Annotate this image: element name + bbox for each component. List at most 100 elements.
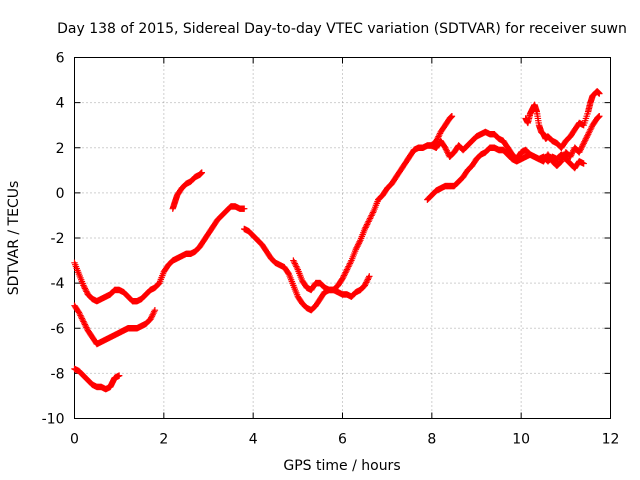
y-tick-label: -2 [51, 231, 65, 247]
y-tick-label: 4 [56, 96, 65, 112]
data-point-s1 [150, 310, 157, 317]
data-point-s4 [339, 275, 346, 282]
data-point-s1 [150, 308, 158, 315]
data-point-s2 [241, 205, 248, 212]
data-point-s2 [82, 286, 89, 294]
data-point-s4 [347, 258, 354, 266]
y-tick-label: 0 [56, 186, 65, 202]
data-point-s7 [436, 131, 443, 139]
x-tick-label: 6 [338, 432, 347, 448]
data-point-s4 [581, 138, 588, 145]
data-point-s4 [343, 267, 350, 275]
data-point-s4 [363, 221, 371, 228]
data-point-s4 [596, 112, 603, 120]
data-point-s4 [354, 241, 362, 248]
data-point-s4 [345, 263, 352, 270]
chart-title: Day 138 of 2015, Sidereal Day-to-day VTE… [57, 21, 627, 37]
data-point-s4 [352, 246, 360, 253]
data-point-s4 [584, 131, 592, 138]
data-point-s5 [366, 273, 373, 280]
data-point-s4 [344, 264, 351, 272]
data-point-s4 [353, 244, 360, 251]
data-point-s5 [293, 263, 300, 270]
data-point-s5 [364, 276, 372, 283]
data-point-s4 [442, 144, 449, 151]
data-point-s4 [569, 149, 576, 156]
x-tick-label: 8 [427, 432, 436, 448]
data-point-s4 [366, 215, 374, 222]
data-point-s7 [434, 134, 441, 142]
data-point-s4 [567, 153, 574, 160]
data-point-s5 [290, 258, 298, 266]
data-point-s4 [587, 126, 594, 133]
data-point-s1 [81, 321, 89, 328]
data-point-s4 [444, 149, 451, 156]
data-point-s4 [580, 140, 587, 147]
data-point-s2 [154, 281, 162, 288]
data-point-s4 [346, 261, 353, 269]
data-point-s4 [567, 152, 575, 159]
data-point-s7 [448, 112, 456, 120]
data-point-s2 [80, 283, 88, 291]
x-tick-labels: 0 2 4 6 8 10 12 [70, 432, 619, 448]
y-tick-label: 2 [56, 141, 65, 157]
data-point-s4 [342, 269, 349, 276]
data-point-s1 [82, 322, 89, 330]
data-point-s3 [198, 169, 205, 176]
data-point-s7 [435, 133, 442, 140]
x-tick-label: 0 [70, 432, 79, 448]
y-axis-label: SDTVAR / TECUs [6, 181, 22, 296]
data-point-s4 [586, 128, 593, 135]
data-point-s4 [356, 238, 363, 245]
data-point-s5 [293, 264, 301, 272]
data-point-s2 [80, 282, 87, 289]
data-point-s4 [284, 269, 292, 277]
data-point-s1 [78, 313, 85, 321]
data-point-s1 [147, 314, 155, 321]
data-point-s4 [576, 147, 584, 154]
x-axis-label: GPS time / hours [283, 458, 400, 474]
y-tick-label: -4 [51, 276, 65, 292]
data-point-s1 [80, 319, 88, 327]
data-point-s4 [340, 273, 347, 281]
data-point-s8 [596, 90, 603, 97]
data-point-s4 [577, 146, 584, 153]
y-tick-label: -6 [51, 321, 65, 337]
data-point-s4 [341, 270, 348, 278]
data-point-s5 [363, 279, 370, 286]
data-point-s2 [83, 288, 90, 295]
data-point-s6 [580, 160, 587, 167]
data-point-s4 [578, 144, 585, 151]
data-point-s4 [361, 225, 369, 233]
data-point-s1 [80, 318, 87, 325]
data-point-s4 [363, 222, 370, 230]
data-point-s5 [292, 261, 299, 269]
data-point-s1 [75, 309, 83, 316]
data-point-s4 [443, 147, 450, 154]
data-point-s4 [579, 141, 587, 148]
data-point-s1 [147, 316, 154, 323]
x-tick-label: 2 [159, 432, 168, 448]
data-point-s7 [433, 137, 440, 145]
data-point-s4 [365, 218, 372, 225]
data-point-s4 [585, 129, 593, 136]
data-point-s5 [362, 280, 369, 288]
x-tick-label: 12 [602, 432, 620, 448]
data-point-s4 [583, 134, 590, 141]
data-point-s5 [361, 282, 369, 289]
data-point-s5 [365, 274, 372, 282]
data-point-s4 [346, 260, 354, 267]
data-point-s1 [151, 307, 159, 314]
data-point-s2 [81, 285, 89, 292]
data-point-s4 [340, 272, 348, 279]
data-point-s1 [77, 312, 84, 319]
data-point-s1 [79, 316, 86, 324]
data-point-s4 [364, 219, 372, 227]
data-point-s4 [369, 209, 377, 216]
data-point-s4 [366, 216, 373, 224]
data-point-s1 [78, 315, 86, 322]
data-point-s4 [579, 143, 586, 150]
data-point-s4 [343, 266, 351, 273]
axis-ticks [74, 57, 611, 419]
